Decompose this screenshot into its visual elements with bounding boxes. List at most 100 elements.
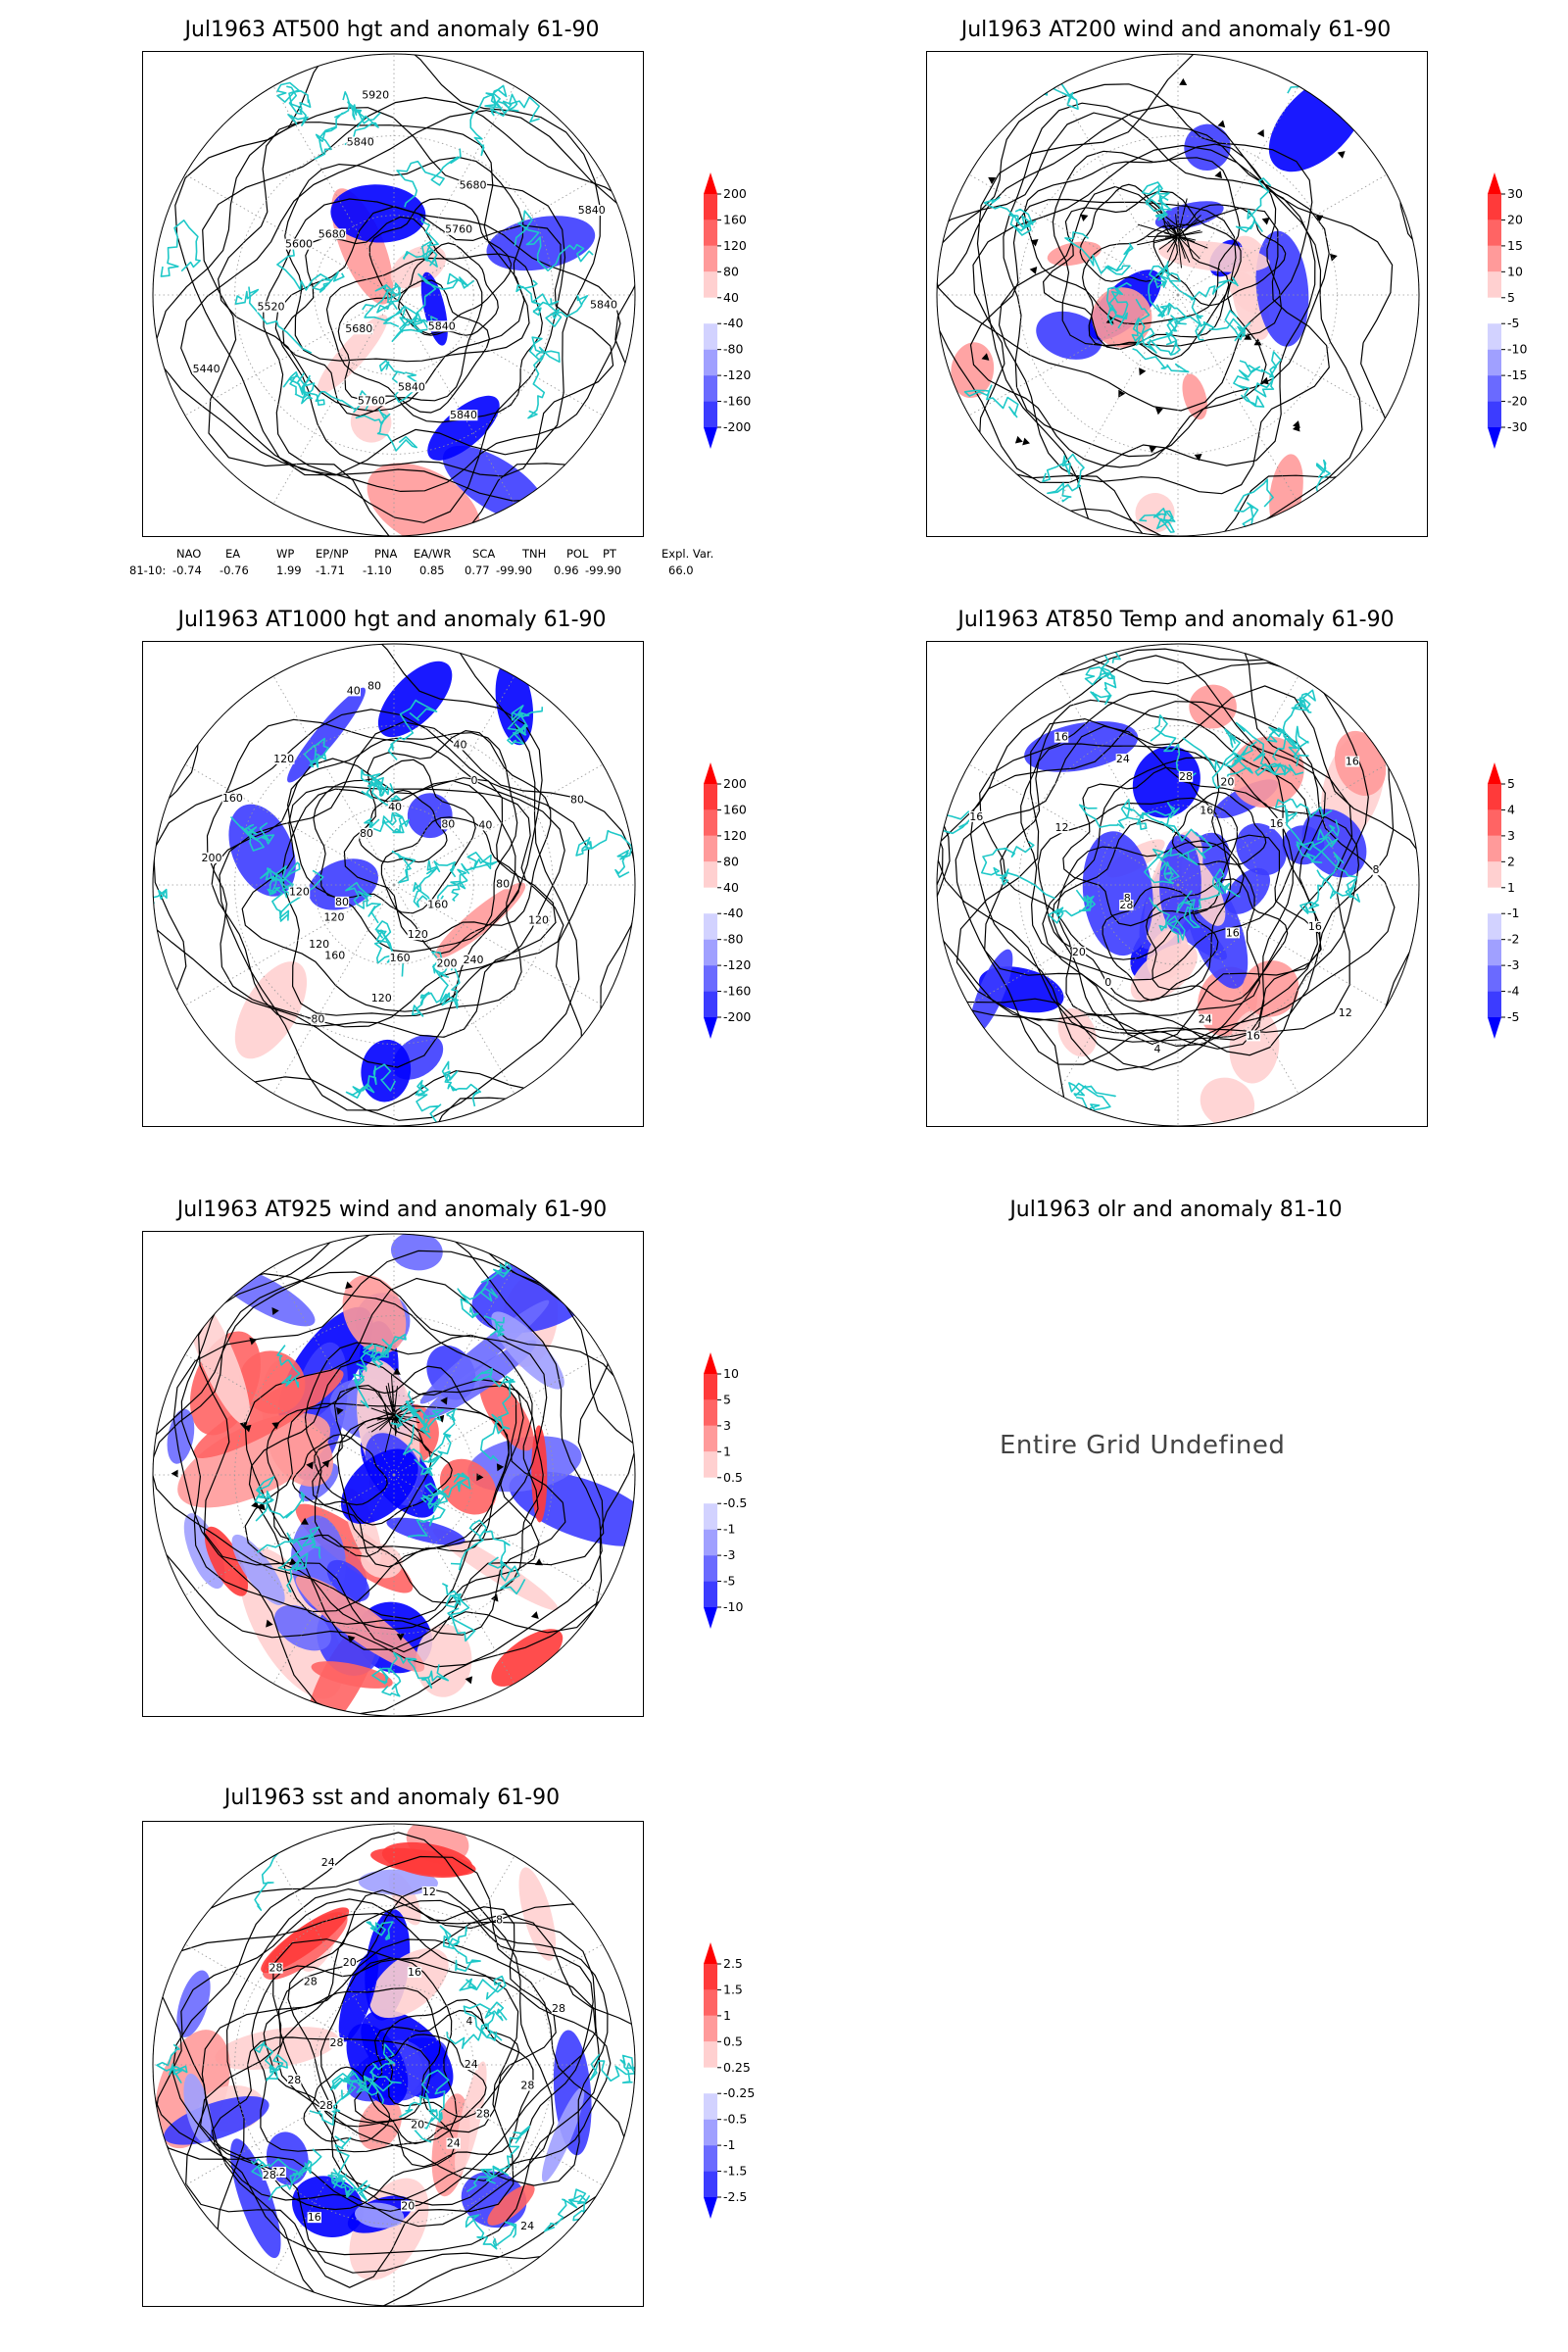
colorbar-at200-graphic: 30 20 15 10 5 -5 -10 -15 -20 -30	[1488, 172, 1527, 449]
coastline	[1068, 1082, 1116, 1119]
coastline	[256, 1532, 309, 1592]
colorbar-label: -40	[723, 906, 743, 920]
colorbar-label: 1	[723, 1444, 731, 1458]
coastline	[391, 850, 416, 884]
contour-label: 12	[1054, 821, 1068, 834]
contour-label: 5680	[318, 227, 346, 240]
coastline	[1141, 181, 1172, 221]
contour-label-background	[520, 2080, 535, 2091]
colorbar-segment	[704, 861, 717, 888]
colorbar-segment	[704, 271, 717, 298]
map-at500: 5840 5840 5840 5840 5760 5680 5440 5520 5600 5680…	[142, 51, 644, 537]
pole-streamline	[372, 1388, 395, 1417]
flow-arrowhead	[289, 1557, 297, 1566]
colorbar-label: -10	[723, 1599, 743, 1614]
contour-label: 20	[1220, 775, 1234, 788]
pole-streamline	[378, 1415, 395, 1431]
panel-title-at200: Jul1963 AT200 wind and anomaly 61-90	[960, 18, 1392, 42]
contour-line	[1056, 840, 1261, 1016]
contour-label: 8	[1373, 863, 1380, 876]
flow-arrowhead	[266, 1619, 273, 1628]
contour-label: 20	[343, 1956, 357, 1969]
contour-label-background	[346, 136, 375, 148]
flow-arrowhead	[981, 353, 990, 361]
flow-arrowhead	[496, 1463, 505, 1472]
coastline	[373, 282, 402, 314]
contour-label-background	[1198, 1013, 1212, 1025]
contour-line	[202, 96, 635, 536]
coastline	[459, 1975, 507, 2000]
coastline	[276, 81, 312, 126]
contour-line	[284, 156, 530, 363]
coastline	[414, 1433, 452, 1476]
streamline	[937, 112, 1316, 484]
colorbar-label: 40	[723, 880, 739, 895]
contour-label: 120	[324, 911, 345, 924]
flow-arrowhead	[239, 1421, 248, 1430]
colorbar-segment	[704, 809, 717, 836]
contour-label: 200	[436, 956, 457, 969]
negative-anomaly-shading	[338, 1951, 379, 2042]
contour-label-background	[284, 238, 314, 250]
pole-streamline	[370, 1407, 395, 1417]
colorbar-label: 3	[723, 1418, 731, 1433]
contour-line	[337, 279, 491, 414]
map-at850: 16 12 16 16 24 4 0 20 28 8 16 12 16 24 28 16 20 16 16 8	[926, 641, 1428, 1127]
colorbar-label: 80	[723, 854, 739, 868]
coastline	[1296, 819, 1340, 863]
streamline	[972, 144, 1394, 536]
contour-label-background	[1104, 977, 1112, 989]
contour-label: 5440	[193, 363, 220, 375]
colorbar-label: 1	[723, 2008, 731, 2023]
tele-value-tnh: -99.90	[496, 564, 533, 577]
colorbar-segment	[704, 297, 717, 324]
flow-arrowhead	[1014, 435, 1023, 444]
pole-streamline	[1162, 224, 1179, 237]
pole-streamline	[393, 1386, 398, 1417]
contour-label: 120	[289, 886, 310, 899]
coastline	[254, 1476, 306, 1522]
colorbar-label: 200	[723, 776, 747, 791]
contour-label-background	[288, 886, 311, 898]
colorbar-segment	[1488, 913, 1501, 940]
flow-arrowhead	[336, 1407, 344, 1415]
coastline	[399, 272, 475, 333]
colorbar-segment	[704, 2015, 717, 2042]
flow-arrowhead	[306, 1461, 314, 1470]
coastline	[1233, 360, 1265, 408]
contour-label: 40	[347, 684, 361, 697]
meridian-line	[184, 173, 395, 296]
map-boundary	[152, 1233, 636, 1716]
flow-arrowhead	[1337, 151, 1346, 159]
colorbar-label: 160	[723, 802, 747, 816]
contour-label: 20	[411, 2119, 424, 2132]
flow-arrowhead	[490, 1593, 499, 1602]
coastline	[369, 773, 395, 796]
colorbar-segment	[704, 349, 717, 376]
colorbar-segment	[704, 401, 717, 427]
meridian-line	[393, 1353, 604, 1476]
contour-label-background	[344, 323, 373, 335]
coastline	[1234, 478, 1274, 535]
contour-label-background	[1123, 892, 1131, 904]
contour-line	[263, 198, 621, 493]
pole-streamline	[366, 1415, 395, 1429]
pole-streamline	[1177, 229, 1200, 237]
contour-label: 24	[1199, 1013, 1212, 1026]
contour-label: 20	[1072, 946, 1086, 958]
panel-title-olr: Jul1963 olr and anomaly 81-10	[1009, 1198, 1343, 1222]
colorbar-label: 200	[723, 186, 747, 201]
contour-label: 5520	[258, 301, 285, 314]
contour-label: 16	[1054, 731, 1068, 744]
flow-arrowhead	[392, 1367, 401, 1375]
negative-anomaly-shading	[1036, 311, 1102, 360]
coastline	[412, 960, 451, 1017]
coastline	[441, 1060, 482, 1107]
coastline	[1084, 652, 1117, 706]
colorbar-at200: 30 20 15 10 5 -5 -10 -15 -20 -30	[1470, 172, 1529, 449]
pole-streamline	[1177, 235, 1200, 260]
coastline	[439, 1925, 481, 1972]
meridian-line	[393, 1943, 604, 2066]
contour-label-background	[1225, 927, 1240, 939]
coastline	[1042, 453, 1085, 503]
